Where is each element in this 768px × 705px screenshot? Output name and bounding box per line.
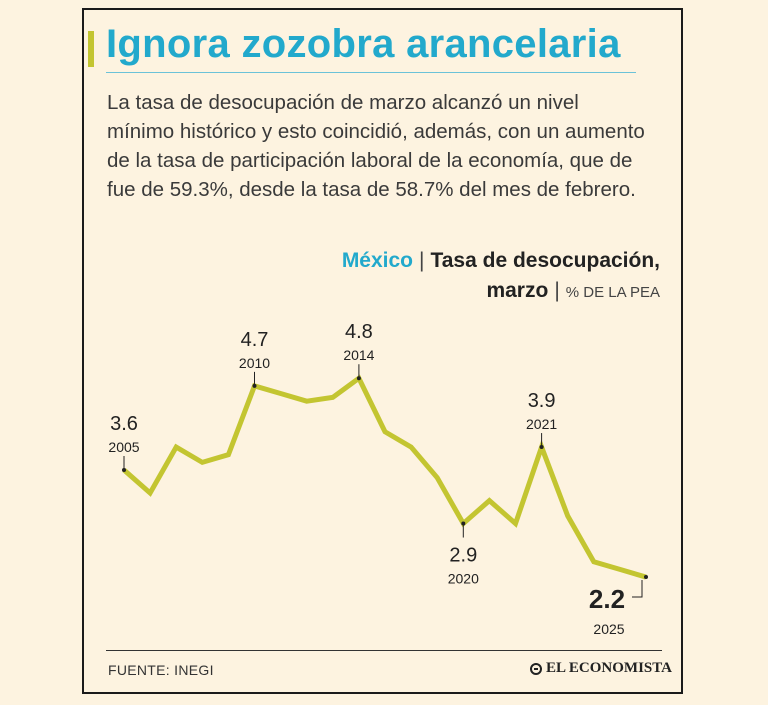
annotation-value-2020: 2.9: [449, 545, 477, 567]
publisher-logo: EL ECONOMISTA: [530, 660, 672, 677]
logo-text: EL ECONOMISTA: [546, 660, 672, 676]
chart-heading: México | Tasa de desocupación, marzo |% DE …: [342, 246, 660, 308]
annotation-year-2020: 2020: [448, 571, 479, 587]
heading-separator: |: [554, 279, 560, 302]
title-divider: [106, 72, 636, 73]
annotation-year-2005: 2005: [108, 439, 139, 455]
chart-country: México: [341, 249, 414, 272]
annotation-leader-2025: [632, 580, 643, 598]
annotation-year-2014: 2014: [343, 347, 374, 363]
logo-mark-icon: [530, 662, 542, 675]
annotation-dot-2025: [644, 575, 648, 580]
heading-separator: |: [419, 249, 425, 272]
series-line: [122, 374, 647, 580]
annotation-value-2005: 3.6: [110, 413, 138, 435]
annotation-year-2021: 2021: [526, 416, 557, 432]
annotation-year-2010: 2010: [239, 355, 270, 371]
source-note: FUENTE: INEGI: [108, 662, 214, 678]
chart-heading-line-1: México | Tasa de desocupación,: [342, 246, 660, 276]
title-accent-bar: [88, 31, 94, 67]
annotation-value-2014: 4.8: [345, 321, 373, 343]
annotation-year-2025: 2025: [593, 621, 624, 637]
infographic-frame: [82, 8, 683, 694]
chart-title-line-2: marzo: [486, 279, 549, 302]
chart-title-line-1: Tasa de desocupación,: [430, 249, 660, 272]
annotation-value-2021: 3.9: [528, 390, 556, 412]
annotation-value-2025: 2.2: [589, 584, 625, 614]
chart-unit: % DE LA PEA: [565, 284, 660, 301]
annotation-value-2010: 4.7: [241, 329, 269, 351]
footer-divider: [106, 650, 662, 651]
headline: Ignora zozobra arancelaria: [106, 22, 621, 66]
subtitle-text: La tasa de desocupación de marzo alcanzó…: [107, 91, 645, 201]
chart-heading-line-2: marzo | % DE LA PEA: [342, 276, 660, 308]
